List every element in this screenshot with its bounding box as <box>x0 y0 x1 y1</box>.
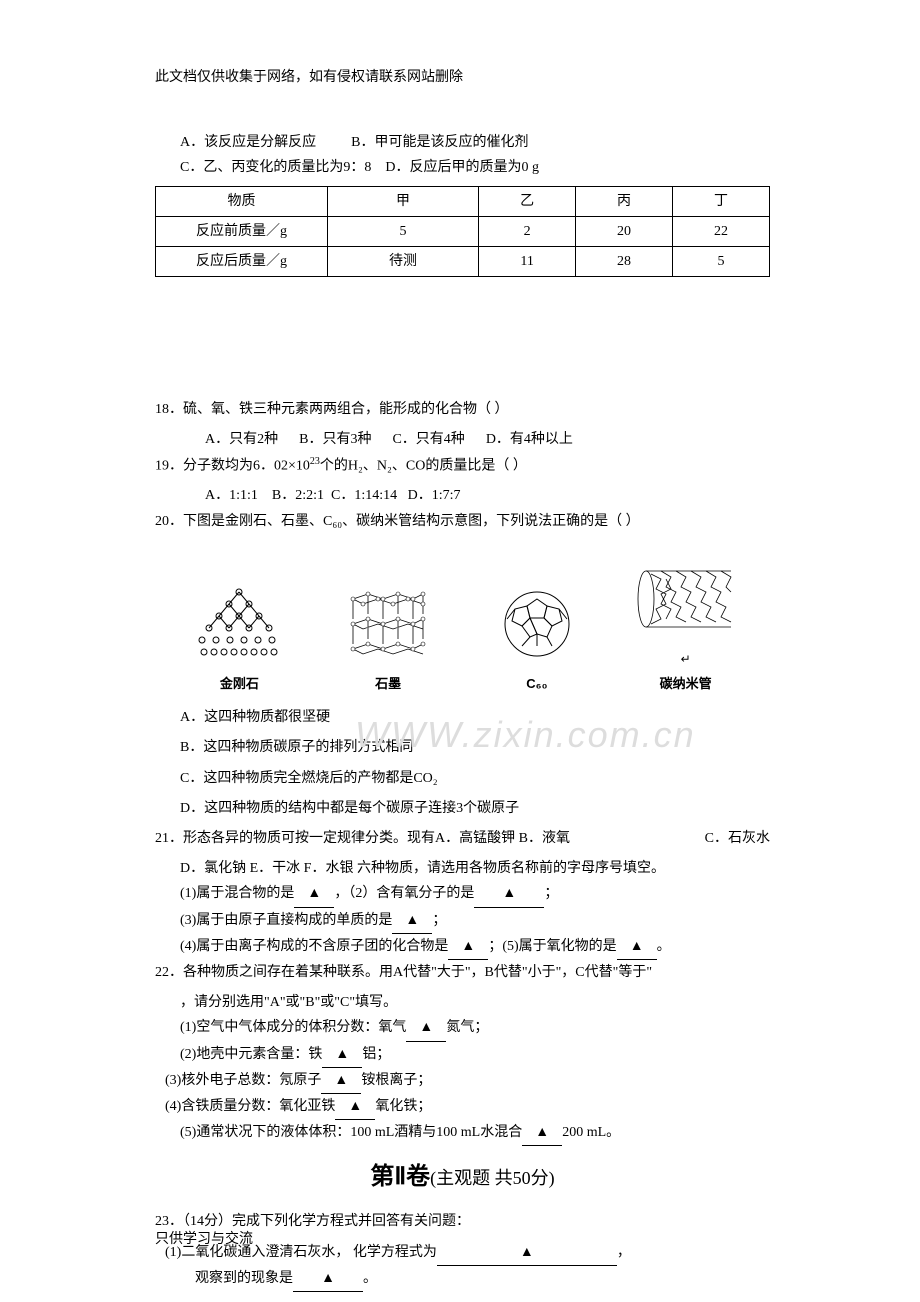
nanotube-diagram: ↵ 碳纳米管 <box>611 559 760 696</box>
graphite-diagram: 石墨 <box>314 584 463 695</box>
q18-options: A．只有2种 B．只有3种 C．只有4种 D．有4种以上 <box>155 427 770 452</box>
q21: 21．形态各异的物质可按一定规律分类。现有A．高锰酸钾 B．液氧 C．石灰水 <box>155 826 770 851</box>
q20-opt-a: A．这四种物质都很坚硬 <box>155 705 770 730</box>
section-2-rest: (主观题 共50分) <box>430 1168 555 1188</box>
q20-text: 20．下图是金刚石、石墨、C₆₀、碳纳米管结构示意图，下列说法正确的是（ ） <box>155 514 640 529</box>
q18-opt-d: D．有4种以上 <box>486 432 573 447</box>
q22-sub1: (1)空气中气体成分的体积分数：氧气▲氮气； <box>155 1015 770 1041</box>
q21-sub3: (3)属于由原子直接构成的单质的是▲； <box>155 908 770 934</box>
q22-sub5: (5)通常状况下的液体体积：100 mL酒精与100 mL水混合▲200 mL。 <box>155 1120 770 1146</box>
q21-sub1: (1)属于混合物的是▲，（2）含有氧分子的是▲； <box>155 881 770 907</box>
q18-text: 18．硫、氧、铁三种元素两两组合，能形成的化合物（ ） <box>155 402 509 417</box>
arrow-glyph: ↵ <box>681 652 691 666</box>
q22-sub4: (4)含铁质量分数：氧化亚铁▲氧化铁； <box>155 1094 770 1120</box>
q19-opt-b: B．2:2:1 <box>272 488 324 503</box>
q20-opt-d: D．这四种物质的结构中都是每个碳原子连接3个碳原子 <box>155 796 770 821</box>
q21-sub4: (4)属于由离子构成的不含原子团的化合物是▲；(5)属于氧化物的是▲。 <box>155 934 770 960</box>
q19-text-pre: 19．分子数均为6．02×10 <box>155 458 310 473</box>
q19-opt-a: A．1:1:1 <box>205 488 258 503</box>
diamond-diagram: 金刚石 <box>165 584 314 695</box>
th-bing: 丙 <box>576 186 673 216</box>
th-yi: 乙 <box>479 186 576 216</box>
q17-table: 物质 甲 乙 丙 丁 反应前质量／g 5 2 20 22 反应后质量／g 待测 … <box>155 186 770 278</box>
q17-opt-a: A．该反应是分解反应 <box>180 135 316 150</box>
table-header-row: 物质 甲 乙 丙 丁 <box>156 186 770 216</box>
q19-sup: 23 <box>310 456 320 467</box>
c60-diagram: C₆₀ <box>463 584 612 695</box>
q18-opt-c: C．只有4种 <box>392 432 464 447</box>
th-substance: 物质 <box>156 186 328 216</box>
table-row-before: 反应前质量／g 5 2 20 22 <box>156 216 770 246</box>
diamond-svg <box>194 584 284 664</box>
q17-opt-b: B．甲可能是该反应的催化剂 <box>351 135 528 150</box>
q20-opt-b: B．这四种物质碳原子的排列方式相同 <box>155 735 770 760</box>
nanotube-label: 碳纳米管 <box>611 672 760 695</box>
q18-opt-a: A．只有2种 <box>205 432 278 447</box>
graphite-svg <box>343 584 433 664</box>
q23-sub1: (1)二氧化碳通入澄清石灰水， 化学方程式为▲， <box>155 1240 770 1266</box>
nanotube-svg <box>631 559 741 639</box>
q21-line1: 21．形态各异的物质可按一定规律分类。现有A．高锰酸钾 B．液氧 <box>155 831 570 846</box>
q19: 19．分子数均为6．02×1023个的H₂、N₂、CO的质量比是（ ） <box>155 453 770 479</box>
q18-opt-b: B．只有3种 <box>299 432 371 447</box>
q23-sub1b: 观察到的现象是▲。 <box>155 1266 770 1292</box>
q22-sub2: (2)地壳中元素含量：铁▲铝； <box>155 1042 770 1068</box>
q17-options-ab: A．该反应是分解反应 B．甲可能是该反应的催化剂 <box>155 130 770 155</box>
q22-line2: ，请分别选用"A"或"B"或"C"填写。 <box>155 990 770 1015</box>
diamond-label: 金刚石 <box>165 672 314 695</box>
q23: 23．（14分）完成下列化学方程式并回答有关问题： <box>155 1209 770 1234</box>
section-2-title: 第Ⅱ卷(主观题 共50分) <box>155 1156 770 1199</box>
section-2-big: 第Ⅱ卷 <box>370 1164 430 1190</box>
c60-label: C₆₀ <box>463 672 612 695</box>
th-ding: 丁 <box>673 186 770 216</box>
c60-svg <box>492 584 582 664</box>
q19-opt-d: D．1:7:7 <box>408 488 461 503</box>
table-row-after: 反应后质量／g 待测 11 28 5 <box>156 246 770 276</box>
graphite-label: 石墨 <box>314 672 463 695</box>
q21-line2: D．氯化钠 E．干冰 F．水银 六种物质，请选用各物质名称前的字母序号填空。 <box>155 856 770 881</box>
q17-opt-d: D．反应后甲的质量为0 g <box>385 160 539 175</box>
q19-text-post: 个的H₂、N₂、CO的质量比是（ ） <box>320 458 527 473</box>
q17-opt-c: C．乙、丙变化的质量比为9：8 <box>180 160 371 175</box>
carbon-diagrams: 金刚石 石墨 <box>165 559 760 696</box>
q21-line1-c: C．石灰水 <box>705 826 770 851</box>
q17-options-cd: C．乙、丙变化的质量比为9：8 D．反应后甲的质量为0 g <box>155 155 770 180</box>
header-note: 此文档仅供收集于网络，如有侵权请联系网站删除 <box>155 65 770 90</box>
q19-options: A．1:1:1 B．2:2:1 C．1:14:14 D．1:7:7 <box>155 483 770 508</box>
q20: 20．下图是金刚石、石墨、C₆₀、碳纳米管结构示意图，下列说法正确的是（ ） <box>155 509 770 534</box>
q19-opt-c: C．1:14:14 <box>331 488 397 503</box>
q18: 18．硫、氧、铁三种元素两两组合，能形成的化合物（ ） <box>155 397 770 422</box>
q20-opt-c: C．这四种物质完全燃烧后的产物都是CO₂ <box>155 766 770 791</box>
q22: 22．各种物质之间存在着某种联系。用A代替"大于"，B代替"小于"，C代替"等于… <box>155 960 770 985</box>
q22-sub3: (3)核外电子总数：氖原子▲铵根离子； <box>155 1068 770 1094</box>
th-jia: 甲 <box>327 186 478 216</box>
